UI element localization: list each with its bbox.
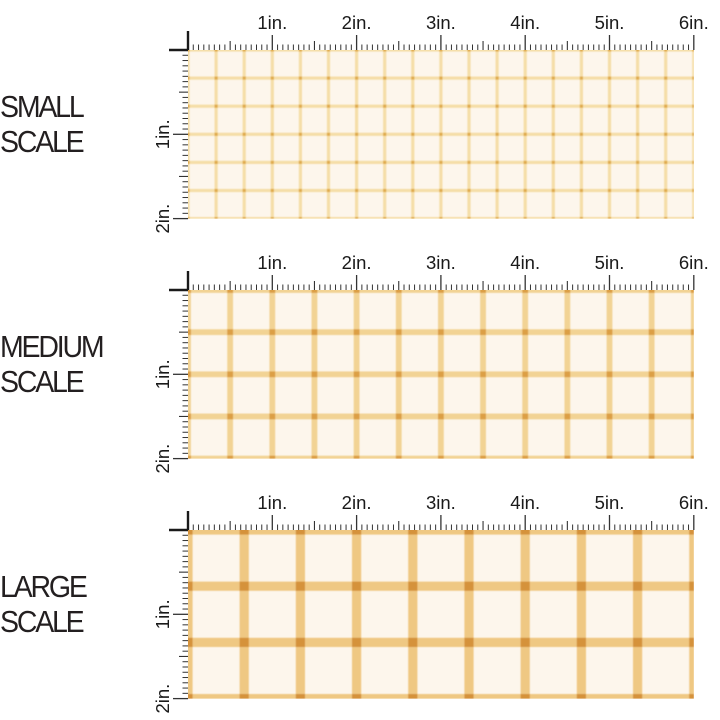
svg-text:2in.: 2in. [152, 444, 173, 474]
svg-text:1in.: 1in. [257, 492, 287, 513]
svg-text:1in.: 1in. [257, 252, 287, 273]
svg-text:1in.: 1in. [152, 359, 173, 389]
svg-text:5in.: 5in. [595, 492, 625, 513]
svg-text:3in.: 3in. [426, 492, 456, 513]
svg-text:1in.: 1in. [152, 599, 173, 629]
svg-text:1in.: 1in. [152, 119, 173, 149]
svg-text:4in.: 4in. [510, 252, 540, 273]
svg-text:6in.: 6in. [679, 12, 709, 33]
svg-text:1in.: 1in. [257, 12, 287, 33]
svg-text:4in.: 4in. [510, 12, 540, 33]
svg-text:2in.: 2in. [342, 492, 372, 513]
svg-text:5in.: 5in. [595, 12, 625, 33]
svg-text:5in.: 5in. [595, 252, 625, 273]
svg-text:6in.: 6in. [679, 252, 709, 273]
svg-text:2in.: 2in. [152, 204, 173, 234]
svg-text:2in.: 2in. [152, 684, 173, 714]
svg-text:4in.: 4in. [510, 492, 540, 513]
svg-text:2in.: 2in. [342, 12, 372, 33]
svg-text:2in.: 2in. [342, 252, 372, 273]
svg-text:3in.: 3in. [426, 12, 456, 33]
svg-text:3in.: 3in. [426, 252, 456, 273]
svg-text:6in.: 6in. [679, 492, 709, 513]
